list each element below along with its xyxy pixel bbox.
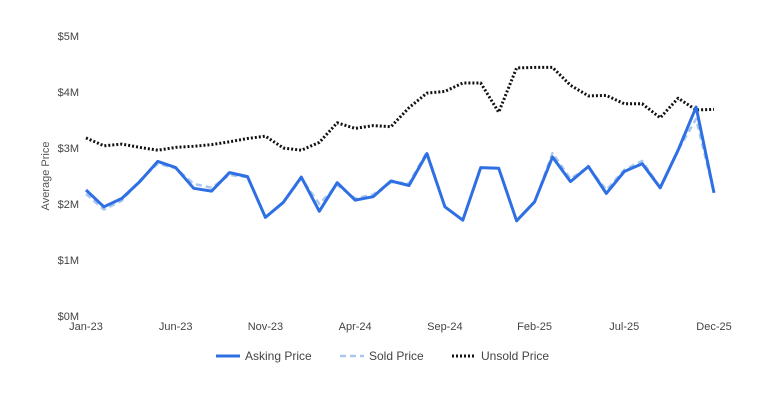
- y-axis: $0M $1M $2M $3M $4M $5M: [58, 31, 79, 323]
- series-lines: [84, 65, 716, 223]
- legend-label: Sold Price: [369, 349, 424, 363]
- x-tick-label: Jun-23: [159, 321, 193, 333]
- legend-label: Unsold Price: [481, 349, 549, 363]
- x-axis: Jan-23 Jun-23 Nov-23 Apr-24 Sep-24 Feb-25 Jul-…: [69, 321, 732, 333]
- legend-label: Asking Price: [245, 349, 312, 363]
- x-tick-label: Nov-23: [248, 321, 283, 333]
- x-tick-label: Feb-25: [517, 321, 552, 333]
- series-line-unsold-price: [85, 65, 715, 152]
- y-tick-label: $4M: [58, 87, 79, 99]
- x-tick-label: Jan-23: [69, 321, 103, 333]
- x-tick-label: Dec-25: [696, 321, 731, 333]
- y-tick-label: $1M: [58, 255, 79, 267]
- legend: Asking Price Sold Price Unsold Price: [216, 349, 549, 363]
- y-tick-label: $0M: [58, 311, 79, 323]
- x-tick-label: Apr-24: [339, 321, 372, 333]
- y-axis-title: Average Price: [40, 142, 52, 211]
- series-line-asking-price: [84, 105, 716, 223]
- series-line-sold-price: [85, 117, 716, 223]
- x-tick-label: Sep-24: [427, 321, 462, 333]
- y-tick-label: $3M: [58, 143, 79, 155]
- y-tick-label: $2M: [58, 199, 79, 211]
- x-tick-label: Jul-25: [609, 321, 639, 333]
- y-tick-label: $5M: [58, 31, 79, 43]
